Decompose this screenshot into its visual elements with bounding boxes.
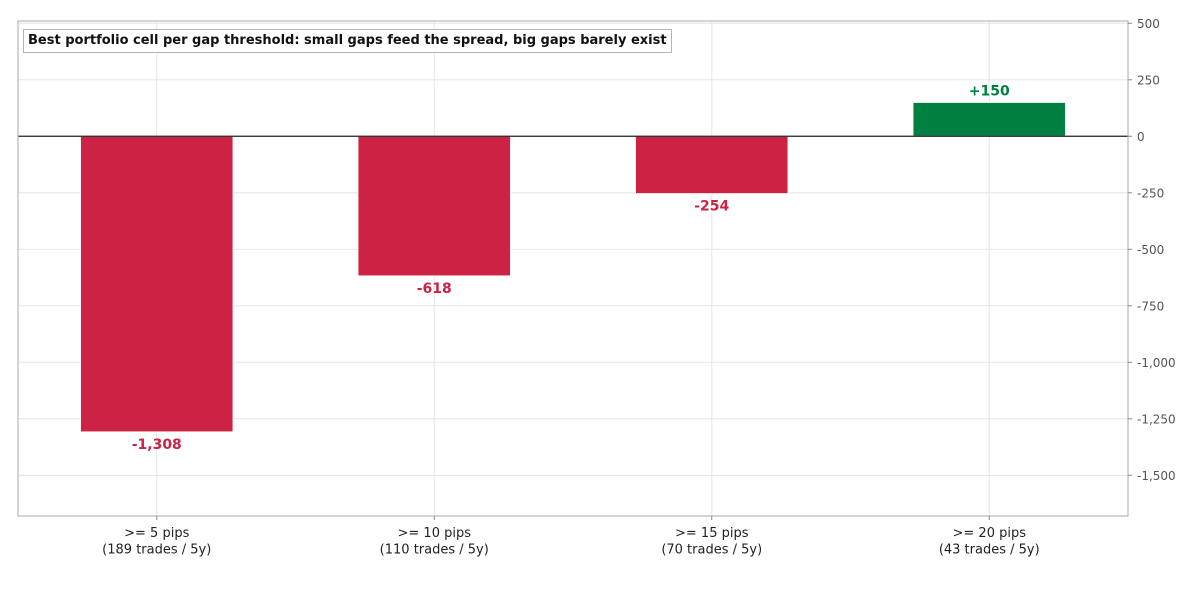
y-tick-label: -1,500 [1137, 469, 1176, 483]
x-tick-label: >= 5 pips (189 trades / 5y) [102, 526, 211, 557]
x-tick-label-line: (189 trades / 5y) [102, 542, 211, 557]
x-tick-label-line: >= 5 pips [124, 526, 189, 541]
bar [634, 135, 789, 195]
plot-border [17, 20, 1129, 517]
bar [79, 135, 234, 433]
x-tick-label-line: >= 10 pips [398, 526, 472, 541]
x-tick-label-line: (110 trades / 5y) [380, 542, 489, 557]
x-tick-label-line: (70 trades / 5y) [661, 542, 762, 557]
y-tick-label: -750 [1137, 299, 1164, 313]
bar [357, 135, 512, 277]
x-tick-label-line: (43 trades / 5y) [939, 542, 1040, 557]
y-tick-label: 250 [1137, 73, 1160, 87]
y-tick-label: -1,250 [1137, 412, 1176, 426]
y-tick-label: 0 [1137, 130, 1145, 144]
bar-value-label: -1,308 [132, 437, 182, 453]
x-tick-label: >= 20 pips (43 trades / 5y) [939, 526, 1040, 557]
x-tick-label-line: >= 15 pips [675, 526, 749, 541]
y-tick-label: -250 [1137, 186, 1164, 200]
x-tick-label-line: >= 20 pips [953, 526, 1027, 541]
bar-value-label: -618 [417, 281, 452, 297]
bars [79, 101, 1067, 433]
y-tick-label: -1,000 [1137, 356, 1176, 370]
x-axis-ticks: >= 5 pips (189 trades / 5y) >= 10 pips (110… [102, 516, 1040, 557]
bar-value-label: +150 [969, 83, 1010, 99]
x-tick-label: >= 10 pips (110 trades / 5y) [380, 526, 489, 557]
chart-title: Best portfolio cell per gap threshold: s… [23, 29, 672, 53]
y-tick-label: -500 [1137, 243, 1164, 257]
y-tick-label: 500 [1137, 17, 1160, 31]
plot-frame [17, 20, 1129, 517]
x-tick-label: >= 15 pips (70 trades / 5y) [661, 526, 762, 557]
y-axis-ticks: 500 250 0 -250 -500 -750 -1,000 -1,250 -1,500 [1128, 17, 1176, 483]
bar-value-label: -254 [694, 199, 729, 215]
value-labels: -1,308 -618 -254 +150 [132, 83, 1010, 453]
bar [912, 101, 1067, 137]
